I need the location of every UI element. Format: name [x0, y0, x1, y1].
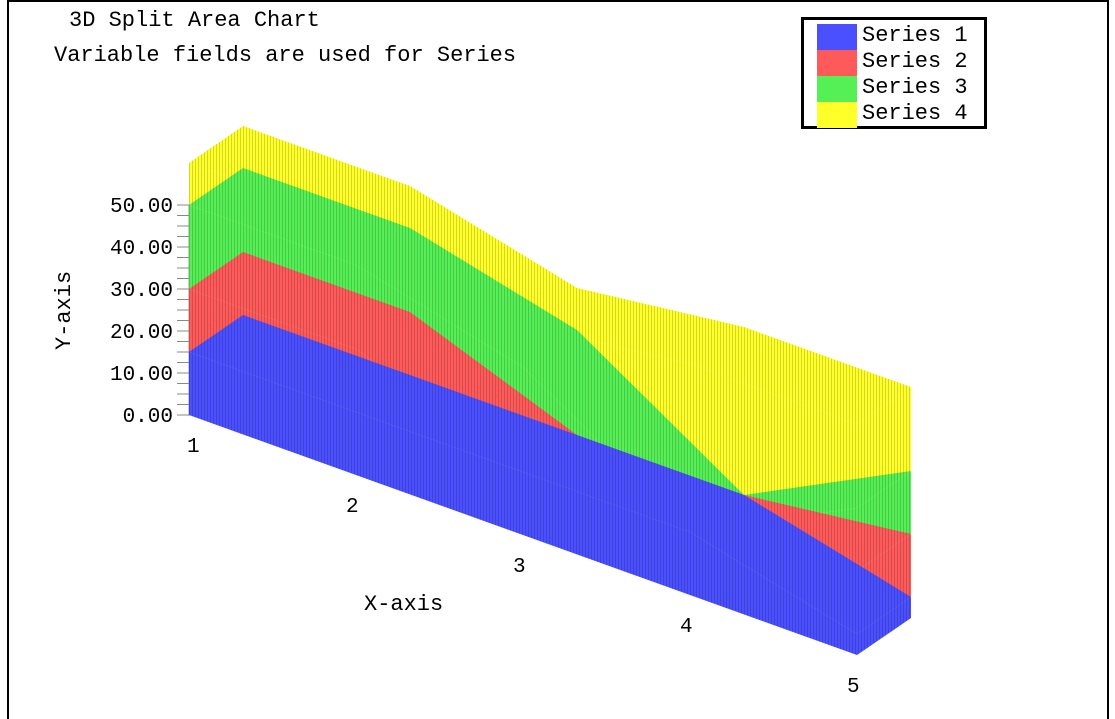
y-tick-label: 20.00: [110, 322, 173, 345]
legend-swatch: [817, 76, 857, 102]
legend-item: Series 1: [804, 24, 984, 50]
y-tick-label: 30.00: [110, 280, 173, 303]
y-axis-title: Y-axis: [52, 271, 77, 350]
area-top-hatch: [189, 168, 911, 532]
area-top-hatch: [189, 126, 911, 424]
x-tick-label: 5: [847, 676, 860, 699]
y-tick-label: 0.00: [123, 406, 173, 429]
x-tick-label: 3: [513, 556, 526, 579]
area-front-hatch: [189, 352, 857, 655]
legend: Series 1 Series 2 Series 3 Series 4: [801, 17, 987, 129]
y-tick-label: 40.00: [110, 238, 173, 261]
chart-subtitle: Variable fields are used for Series: [54, 43, 517, 68]
legend-swatch: [817, 102, 857, 128]
x-axis-title: X-axis: [364, 592, 443, 617]
legend-label: Series 3: [862, 75, 968, 100]
x-tick-label: 1: [187, 436, 200, 459]
legend-item: Series 2: [804, 50, 984, 76]
legend-item: Series 4: [804, 102, 984, 128]
y-tick-label: 10.00: [110, 364, 173, 387]
area-layer: [189, 126, 911, 655]
x-tick-label: 4: [680, 616, 693, 639]
legend-item: Series 3: [804, 76, 984, 102]
chart-title: 3D Split Area Chart: [69, 8, 320, 33]
area-top-hatch: [189, 315, 911, 634]
y-tick-label: 50.00: [110, 196, 173, 219]
legend-label: Series 4: [862, 101, 968, 126]
label-layer: 0.00 10.00 20.00 30.00 40.00 50.00 1 2 3 4 5 X-axis…: [52, 196, 860, 699]
area-series: [189, 315, 911, 655]
area-side-hatch: [857, 597, 911, 655]
x-tick-label: 2: [346, 496, 359, 519]
legend-swatch: [817, 50, 857, 76]
legend-label: Series 1: [862, 23, 968, 48]
legend-label: Series 2: [862, 49, 968, 74]
legend-swatch: [817, 24, 857, 50]
